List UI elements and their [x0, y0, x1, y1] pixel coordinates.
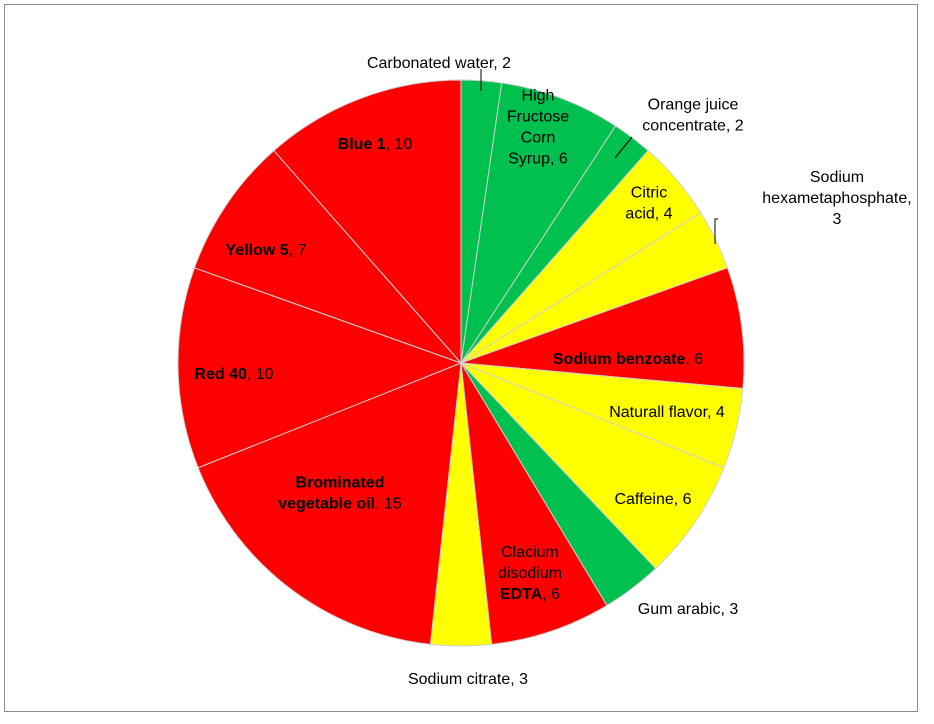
pie-slice-15	[273, 79, 462, 365]
slice-label-text: Sodium citrate, 3	[408, 671, 528, 688]
slice-label-text: Brominated	[296, 475, 385, 492]
slice-label-text: Sodium benzoate	[553, 351, 686, 368]
slice-label-text: Red 40	[194, 366, 247, 383]
leader-line-3	[614, 136, 633, 159]
chart-area: Carbonated water, 2 High Fructose Corn Syrup…	[4, 4, 918, 712]
slice-label-text: EDTA	[500, 586, 543, 603]
slice-label-text: Carbonated water, 2	[367, 55, 511, 72]
slice-label-3: Orange juice concentrate, 2	[642, 97, 744, 135]
slice-label-text: , 6	[685, 351, 703, 368]
slice-label-8: Caffeine, 6	[614, 491, 691, 508]
slice-label-text: , 7	[289, 242, 307, 259]
slice-label-text: Sodium	[810, 169, 864, 186]
pie-slice-12	[197, 362, 462, 645]
slice-label-11: Sodium citrate, 3	[408, 671, 528, 688]
slice-label-text: Blue 1	[338, 136, 386, 153]
leader-lines	[480, 69, 718, 244]
slice-label-6: Sodium benzoate, 6	[553, 351, 703, 368]
slice-label-14: Yellow 5, 7	[226, 242, 307, 259]
slice-label-text: 3	[833, 211, 842, 228]
slice-label-12: Brominated vegetable oil, 15	[278, 475, 402, 513]
slice-label-9: Gum arabic, 3	[638, 601, 739, 618]
slice-label-text: Citric	[631, 185, 667, 202]
slice-label-text: Fructose	[507, 109, 569, 126]
slice-label-text: Naturall flavor, 4	[609, 404, 725, 421]
slice-label-text: disodium	[498, 565, 562, 582]
slice-label-10: Clacium disodium EDTA, 6	[498, 544, 562, 603]
pie-slice-14	[193, 149, 463, 365]
slice-labels: Carbonated water, 2 High Fructose Corn Syrup…	[194, 55, 911, 688]
slice-label-1: Carbonated water, 2	[367, 55, 511, 72]
slice-label-text: concentrate, 2	[642, 118, 744, 135]
slice-label-text: High	[522, 88, 555, 105]
pie-slice-10	[460, 362, 608, 645]
pie-slice-2	[460, 82, 617, 364]
pie-chart: Carbonated water, 2 High Fructose Corn Syrup…	[177, 55, 912, 688]
slice-label-13: Red 40, 10	[194, 366, 273, 383]
slice-label-text: vegetable oil	[278, 496, 375, 513]
pie-slice-6	[460, 267, 745, 390]
pie-slices	[177, 79, 745, 647]
slice-label-text: , 10	[247, 366, 274, 383]
slice-label-text: Clacium	[501, 544, 559, 561]
pie-slice-13	[177, 267, 463, 469]
slice-label-15: Blue 1, 10	[338, 136, 413, 153]
slice-label-text: Corn	[521, 130, 556, 147]
slice-label-text: acid, 4	[625, 206, 672, 223]
slice-label-5: Sodium hexametaphosphate, 3	[762, 169, 911, 228]
slice-label-text: , 6	[542, 586, 560, 603]
slice-label-text: , 15	[375, 496, 402, 513]
slice-label-text: Syrup, 6	[508, 151, 568, 168]
slice-label-text: Caffeine, 6	[614, 491, 691, 508]
slice-label-text: Orange juice	[648, 97, 739, 114]
leader-line-5	[714, 218, 718, 244]
pie-slice-8	[460, 362, 725, 570]
slice-label-2: High Fructose Corn Syrup, 6	[507, 88, 569, 168]
slice-label-text: hexametaphosphate,	[762, 190, 911, 207]
slice-label-text: Yellow 5	[226, 242, 289, 259]
slice-label-4: Citric acid, 4	[625, 185, 672, 223]
slice-label-text: Gum arabic, 3	[638, 601, 739, 618]
slice-label-7: Naturall flavor, 4	[609, 404, 725, 421]
slice-label-text: , 10	[386, 136, 413, 153]
